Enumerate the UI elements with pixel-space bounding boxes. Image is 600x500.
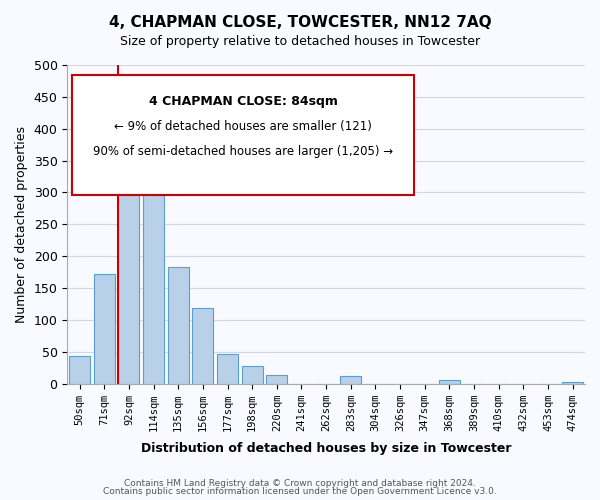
Bar bbox=[143, 188, 164, 384]
Bar bbox=[266, 374, 287, 384]
Bar bbox=[562, 382, 583, 384]
Bar bbox=[193, 308, 214, 384]
X-axis label: Distribution of detached houses by size in Towcester: Distribution of detached houses by size … bbox=[141, 442, 511, 455]
Bar bbox=[242, 366, 263, 384]
Text: 90% of semi-detached houses are larger (1,205) →: 90% of semi-detached houses are larger (… bbox=[93, 145, 393, 158]
Bar bbox=[217, 354, 238, 384]
Bar bbox=[168, 267, 188, 384]
Text: ← 9% of detached houses are smaller (121): ← 9% of detached houses are smaller (121… bbox=[114, 120, 372, 133]
Text: 4 CHAPMAN CLOSE: 84sqm: 4 CHAPMAN CLOSE: 84sqm bbox=[149, 95, 337, 108]
Bar bbox=[94, 274, 115, 384]
Text: Contains public sector information licensed under the Open Government Licence v3: Contains public sector information licen… bbox=[103, 487, 497, 496]
Bar bbox=[340, 376, 361, 384]
Text: Size of property relative to detached houses in Towcester: Size of property relative to detached ho… bbox=[120, 35, 480, 48]
Y-axis label: Number of detached properties: Number of detached properties bbox=[15, 126, 28, 323]
Text: 4, CHAPMAN CLOSE, TOWCESTER, NN12 7AQ: 4, CHAPMAN CLOSE, TOWCESTER, NN12 7AQ bbox=[109, 15, 491, 30]
Bar bbox=[69, 356, 90, 384]
Text: Contains HM Land Registry data © Crown copyright and database right 2024.: Contains HM Land Registry data © Crown c… bbox=[124, 478, 476, 488]
Bar bbox=[439, 380, 460, 384]
Bar bbox=[118, 118, 139, 384]
